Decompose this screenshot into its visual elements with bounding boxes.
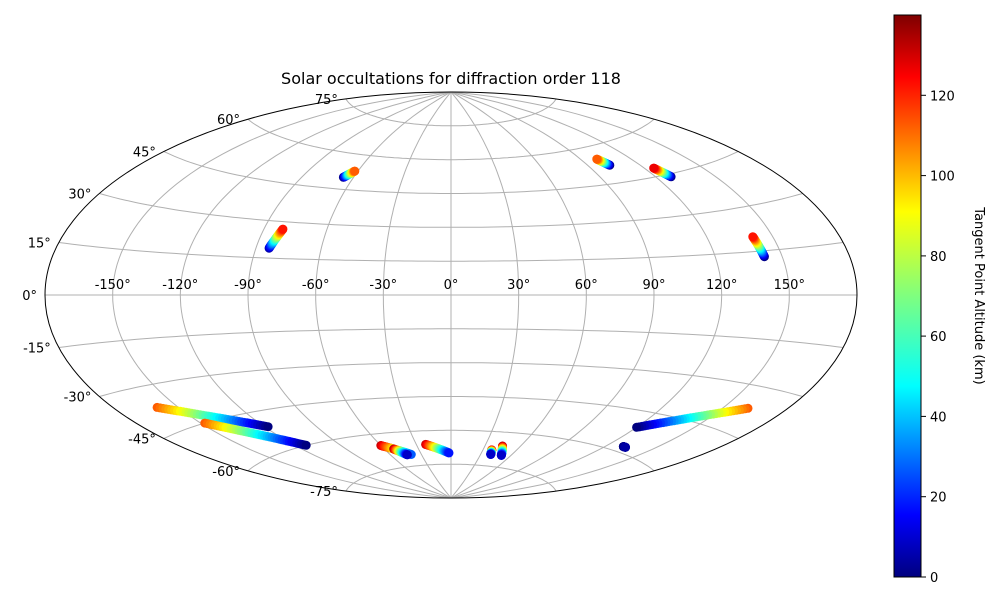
longitude-tick-label: 150° <box>774 278 805 293</box>
map-outline <box>44 91 858 499</box>
graticule <box>45 91 857 499</box>
longitude-tick-label: -150° <box>95 278 131 293</box>
parallel-line <box>58 242 844 262</box>
longitude-tick-label: -30° <box>369 278 397 293</box>
chart-title: Solar occultations for diffraction order… <box>281 69 621 88</box>
longitude-tick-label: 30° <box>507 278 530 293</box>
parallel-line <box>247 118 655 161</box>
data-point <box>402 450 412 460</box>
latitude-tick-labels: 75° 60° 45° 30° 15° 0° -15° -30° -45° -60° -75° <box>22 93 338 500</box>
data-point <box>496 451 506 460</box>
colorbar-gradient <box>893 14 922 578</box>
latitude-tick-label: 45° <box>133 146 156 161</box>
parallel-line <box>345 463 557 492</box>
longitude-tick-label: 120° <box>706 278 737 293</box>
latitude-tick-label: -30° <box>64 391 92 406</box>
longitude-tick-label: -60° <box>302 278 330 293</box>
longitude-tick-labels: -150° -120° -90° -60° -30° 0° 30° 60° 90° 120° 150… <box>95 278 805 293</box>
data-point <box>278 224 288 234</box>
latitude-tick-label: -60° <box>212 465 240 480</box>
latitude-tick-label: -15° <box>23 342 51 357</box>
colorbar-tick-label: 80 <box>930 250 947 265</box>
parallel-line <box>163 151 739 194</box>
parallel-line <box>163 396 739 439</box>
colorbar: 0 20 40 60 80 100 120 Tangent Point Altitude (… <box>893 14 986 586</box>
longitude-tick-label: 60° <box>575 278 598 293</box>
colorbar-tick-label: 20 <box>930 491 947 506</box>
data-point <box>444 448 454 458</box>
data-point <box>592 154 602 164</box>
data-point <box>350 166 360 176</box>
colorbar-tick-label: 120 <box>930 89 955 104</box>
latitude-tick-label: 60° <box>217 113 240 128</box>
latitude-tick-label: 15° <box>28 237 51 252</box>
colorbar-tick-label: 0 <box>930 571 938 586</box>
longitude-tick-label: -120° <box>162 278 198 293</box>
latitude-tick-label: 75° <box>315 93 338 108</box>
parallel-line <box>345 98 557 127</box>
parallel-line <box>99 193 803 228</box>
data-point <box>649 163 659 173</box>
data-point <box>486 450 496 459</box>
colorbar-ticks: 0 20 40 60 80 100 120 <box>921 89 955 586</box>
longitude-tick-label: -90° <box>234 278 262 293</box>
latitude-tick-label: -75° <box>310 485 338 500</box>
colorbar-label: Tangent Point Altitude (km) <box>971 206 986 384</box>
latitude-tick-label: 30° <box>68 188 91 203</box>
colorbar-tick-label: 40 <box>930 410 947 425</box>
latitude-tick-label: -45° <box>128 433 156 448</box>
data-point <box>263 422 273 432</box>
data-points <box>152 154 769 460</box>
longitude-tick-label: 0° <box>444 278 459 293</box>
parallel-line <box>99 362 803 397</box>
parallel-line <box>58 328 844 348</box>
colorbar-tick-label: 60 <box>930 330 947 345</box>
data-point <box>632 422 642 432</box>
longitude-tick-label: 90° <box>642 278 665 293</box>
data-point <box>621 442 630 452</box>
latitude-tick-label: 0° <box>22 289 37 304</box>
colorbar-tick-label: 100 <box>930 170 955 185</box>
data-point <box>301 440 311 450</box>
data-point <box>748 232 758 242</box>
